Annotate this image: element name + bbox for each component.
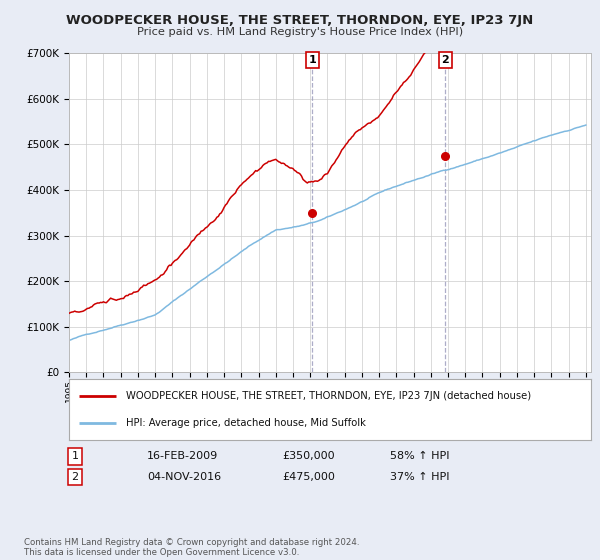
Text: WOODPECKER HOUSE, THE STREET, THORNDON, EYE, IP23 7JN (detached house): WOODPECKER HOUSE, THE STREET, THORNDON, …: [127, 391, 532, 401]
Text: 37% ↑ HPI: 37% ↑ HPI: [390, 472, 449, 482]
Text: HPI: Average price, detached house, Mid Suffolk: HPI: Average price, detached house, Mid …: [127, 418, 366, 428]
Text: 04-NOV-2016: 04-NOV-2016: [147, 472, 221, 482]
Text: 16-FEB-2009: 16-FEB-2009: [147, 451, 218, 461]
Text: 2: 2: [442, 55, 449, 65]
Text: WOODPECKER HOUSE, THE STREET, THORNDON, EYE, IP23 7JN: WOODPECKER HOUSE, THE STREET, THORNDON, …: [67, 14, 533, 27]
Text: 58% ↑ HPI: 58% ↑ HPI: [390, 451, 449, 461]
Text: £475,000: £475,000: [282, 472, 335, 482]
Text: £350,000: £350,000: [282, 451, 335, 461]
Text: 1: 1: [308, 55, 316, 65]
Text: Price paid vs. HM Land Registry's House Price Index (HPI): Price paid vs. HM Land Registry's House …: [137, 27, 463, 37]
Text: Contains HM Land Registry data © Crown copyright and database right 2024.
This d: Contains HM Land Registry data © Crown c…: [24, 538, 359, 557]
Text: 2: 2: [71, 472, 79, 482]
Text: 1: 1: [71, 451, 79, 461]
